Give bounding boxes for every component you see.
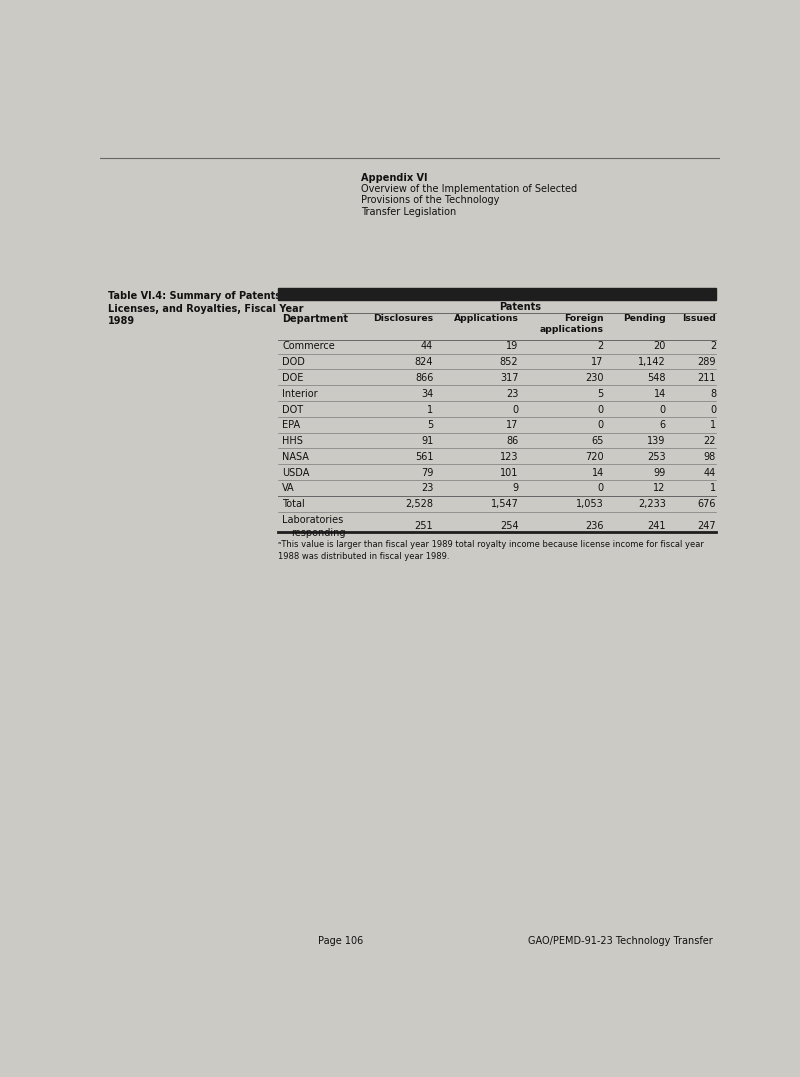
Text: 0: 0 — [512, 405, 518, 415]
Text: Licenses, and Royalties, Fiscal Year: Licenses, and Royalties, Fiscal Year — [108, 304, 303, 313]
Text: 5: 5 — [598, 389, 604, 398]
Text: VA: VA — [282, 484, 294, 493]
Text: Page 106: Page 106 — [318, 936, 363, 947]
Text: GAO/PEMD-91-23 Technology Transfer: GAO/PEMD-91-23 Technology Transfer — [527, 936, 712, 947]
Text: USDA: USDA — [282, 467, 310, 478]
Text: ᵃThis value is larger than fiscal year 1989 total royalty income because license: ᵃThis value is larger than fiscal year 1… — [278, 540, 704, 549]
Text: 123: 123 — [500, 452, 518, 462]
Text: 65: 65 — [591, 436, 604, 446]
Text: 17: 17 — [591, 358, 604, 367]
Text: 44: 44 — [704, 467, 716, 478]
Text: 0: 0 — [598, 420, 604, 431]
Text: 99: 99 — [654, 467, 666, 478]
Text: Pending: Pending — [623, 314, 666, 323]
Text: 14: 14 — [654, 389, 666, 398]
Text: 91: 91 — [421, 436, 434, 446]
Text: 317: 317 — [500, 373, 518, 383]
Text: 548: 548 — [647, 373, 666, 383]
Text: NASA: NASA — [282, 452, 309, 462]
Text: Table VI.4: Summary of Patents,: Table VI.4: Summary of Patents, — [108, 291, 285, 300]
Text: Foreign
applications: Foreign applications — [540, 314, 604, 334]
Text: 20: 20 — [654, 341, 666, 351]
Text: 22: 22 — [704, 436, 716, 446]
Text: EPA: EPA — [282, 420, 300, 431]
Text: 676: 676 — [698, 500, 716, 509]
Text: 2: 2 — [710, 341, 716, 351]
Text: 0: 0 — [598, 405, 604, 415]
Text: Department: Department — [282, 314, 348, 324]
Text: 19: 19 — [506, 341, 518, 351]
Text: 289: 289 — [698, 358, 716, 367]
Text: 17: 17 — [506, 420, 518, 431]
Text: 2: 2 — [598, 341, 604, 351]
Text: Disclosures: Disclosures — [373, 314, 434, 323]
Text: Provisions of the Technology: Provisions of the Technology — [361, 195, 499, 206]
Text: DOD: DOD — [282, 358, 305, 367]
Text: DOT: DOT — [282, 405, 303, 415]
Text: 1988 was distributed in fiscal year 1989.: 1988 was distributed in fiscal year 1989… — [278, 553, 450, 561]
Text: 561: 561 — [414, 452, 434, 462]
Text: 824: 824 — [414, 358, 434, 367]
Text: Issued: Issued — [682, 314, 716, 323]
Text: 1,142: 1,142 — [638, 358, 666, 367]
Text: 2,528: 2,528 — [406, 500, 434, 509]
Text: 5: 5 — [427, 420, 434, 431]
Text: 211: 211 — [698, 373, 716, 383]
Text: responding: responding — [291, 528, 346, 537]
Text: 8: 8 — [710, 389, 716, 398]
Text: Total: Total — [282, 500, 305, 509]
Text: Transfer Legislation: Transfer Legislation — [361, 207, 457, 216]
Text: 9: 9 — [512, 484, 518, 493]
Text: 1989: 1989 — [108, 317, 135, 326]
Text: 254: 254 — [500, 521, 518, 531]
Text: 1,053: 1,053 — [576, 500, 604, 509]
Text: 720: 720 — [585, 452, 604, 462]
Text: 1,547: 1,547 — [490, 500, 518, 509]
Text: 230: 230 — [586, 373, 604, 383]
Text: 852: 852 — [500, 358, 518, 367]
Text: 23: 23 — [506, 389, 518, 398]
Text: 86: 86 — [506, 436, 518, 446]
Text: Overview of the Implementation of Selected: Overview of the Implementation of Select… — [361, 184, 578, 194]
Text: 23: 23 — [421, 484, 434, 493]
Text: DOE: DOE — [282, 373, 303, 383]
Text: 101: 101 — [500, 467, 518, 478]
Text: 236: 236 — [586, 521, 604, 531]
Text: 241: 241 — [647, 521, 666, 531]
Text: 247: 247 — [698, 521, 716, 531]
Text: Appendix VI: Appendix VI — [361, 173, 428, 183]
Text: 0: 0 — [710, 405, 716, 415]
Text: Laboratories: Laboratories — [282, 515, 343, 524]
Text: 34: 34 — [421, 389, 434, 398]
Text: 44: 44 — [421, 341, 434, 351]
Text: 2,233: 2,233 — [638, 500, 666, 509]
Bar — [278, 289, 716, 300]
Text: Patents: Patents — [499, 303, 542, 312]
Text: 253: 253 — [647, 452, 666, 462]
Text: Applications: Applications — [454, 314, 518, 323]
Text: 6: 6 — [660, 420, 666, 431]
Text: 866: 866 — [415, 373, 434, 383]
Text: 1: 1 — [427, 405, 434, 415]
Text: Interior: Interior — [282, 389, 318, 398]
Text: 251: 251 — [414, 521, 434, 531]
Text: 139: 139 — [647, 436, 666, 446]
Text: 14: 14 — [591, 467, 604, 478]
Text: 0: 0 — [660, 405, 666, 415]
Text: 1: 1 — [710, 484, 716, 493]
Text: 79: 79 — [421, 467, 434, 478]
Text: 12: 12 — [654, 484, 666, 493]
Text: 0: 0 — [598, 484, 604, 493]
Text: Commerce: Commerce — [282, 341, 335, 351]
Text: 1: 1 — [710, 420, 716, 431]
Text: HHS: HHS — [282, 436, 303, 446]
Text: 98: 98 — [704, 452, 716, 462]
